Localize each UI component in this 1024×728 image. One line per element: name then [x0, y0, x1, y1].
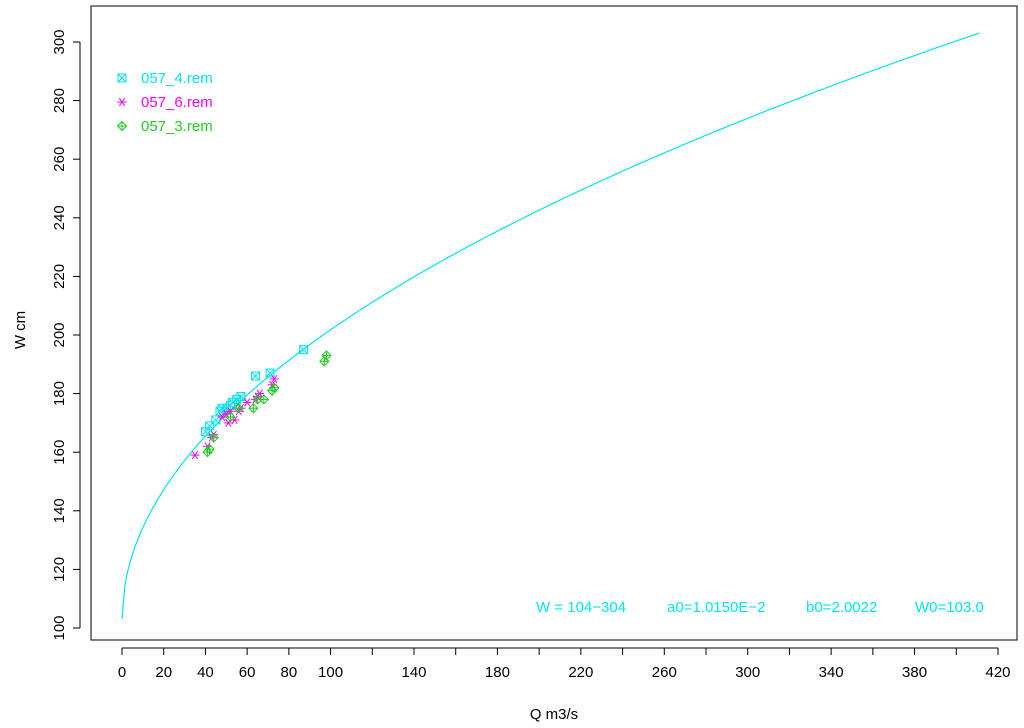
marker-stroke [118, 97, 126, 107]
data-point [321, 350, 332, 361]
annotation-a0: a0=1.0150E−2 [667, 599, 765, 616]
legend-marker [117, 97, 127, 107]
data-point [233, 403, 245, 414]
x-tick-label: 380 [902, 664, 927, 681]
marker-stroke [201, 427, 210, 437]
y-axis-title: W cm [12, 311, 29, 349]
y-axis: 100 120 140 160 180 200 220 240 260 280 300 [51, 29, 81, 641]
data-point [265, 368, 275, 378]
y-tick-label: 160 [51, 440, 68, 465]
legend-label: 057_4.rem [141, 70, 213, 87]
x-axis: 0 20 40 60 80 100 140 180 220 260 300 340 380 420 [118, 647, 1011, 681]
y-tick-label: 240 [51, 205, 68, 230]
data-point [236, 392, 246, 402]
legend-marker [116, 120, 128, 132]
legend: 057_4.rem 057_6.rem 057_3.rem [116, 70, 213, 135]
fit-parameters-annotation: W = 104−304 a0=1.0150E−2 b0=2.0022 W0=10… [536, 599, 984, 616]
y-tick-label: 200 [51, 322, 68, 347]
x-tick-label: 60 [239, 664, 256, 681]
marker-stroke [265, 368, 275, 378]
annotation-range: W = 104−304 [536, 599, 626, 616]
data-point [242, 398, 252, 407]
marker-stroke [244, 398, 251, 407]
annotation-w0: W0=103.0 [915, 599, 984, 616]
y-tick-label: 100 [51, 615, 68, 640]
x-tick-label: 180 [485, 664, 510, 681]
marker-stroke [191, 451, 199, 460]
y-tick-label: 260 [51, 147, 68, 172]
x-tick-label: 0 [118, 664, 126, 681]
data-point [205, 421, 215, 431]
y-tick-label: 140 [51, 498, 68, 523]
x-tick-label: 260 [652, 664, 677, 681]
fit-curve-line [121, 32, 980, 620]
legend-marker [117, 73, 127, 83]
x-tick-label: 40 [197, 664, 214, 681]
data-points [190, 345, 332, 460]
marker-box [117, 73, 127, 83]
y-tick-label: 180 [51, 381, 68, 406]
marker-box [236, 392, 246, 402]
fit-curve [121, 32, 980, 620]
y-tick-label: 220 [51, 264, 68, 289]
data-point [190, 451, 200, 460]
series-057-3-rem [202, 350, 332, 458]
annotation-b0: b0=2.0022 [806, 599, 877, 616]
data-point [250, 371, 260, 381]
data-point [208, 432, 219, 443]
plot-frame [90, 5, 1018, 641]
marker-stroke [299, 345, 308, 355]
data-point [298, 345, 308, 355]
y-tick-label: 300 [51, 29, 68, 54]
x-tick-label: 20 [155, 664, 172, 681]
data-point [269, 382, 280, 393]
data-point [204, 444, 215, 455]
x-tick-label: 80 [281, 664, 298, 681]
x-axis-title: Q m3/s [530, 706, 578, 723]
legend-label: 057_3.rem [141, 118, 213, 135]
series-057-4-rem [200, 345, 308, 437]
data-point [225, 411, 236, 423]
legend-label: 057_6.rem [141, 94, 213, 111]
x-tick-label: 220 [568, 664, 593, 681]
marker-stroke [117, 73, 127, 83]
marker-box [298, 345, 308, 355]
data-point [269, 374, 279, 384]
data-point [248, 403, 259, 414]
data-point [258, 394, 270, 405]
x-tick-label: 340 [819, 664, 844, 681]
marker-stroke [236, 392, 246, 401]
marker-box [225, 400, 235, 410]
marker-box [205, 421, 215, 431]
marker-stroke [231, 415, 238, 425]
marker-stroke [271, 374, 278, 384]
x-tick-label: 140 [401, 664, 426, 681]
y-tick-label: 120 [51, 557, 68, 582]
marker-box [250, 371, 260, 381]
marker-stroke [251, 371, 260, 381]
x-tick-label: 100 [318, 664, 343, 681]
x-tick-label: 420 [985, 664, 1010, 681]
y-tick-label: 280 [51, 88, 68, 113]
marker-box [265, 368, 275, 378]
x-tick-label: 300 [735, 664, 760, 681]
